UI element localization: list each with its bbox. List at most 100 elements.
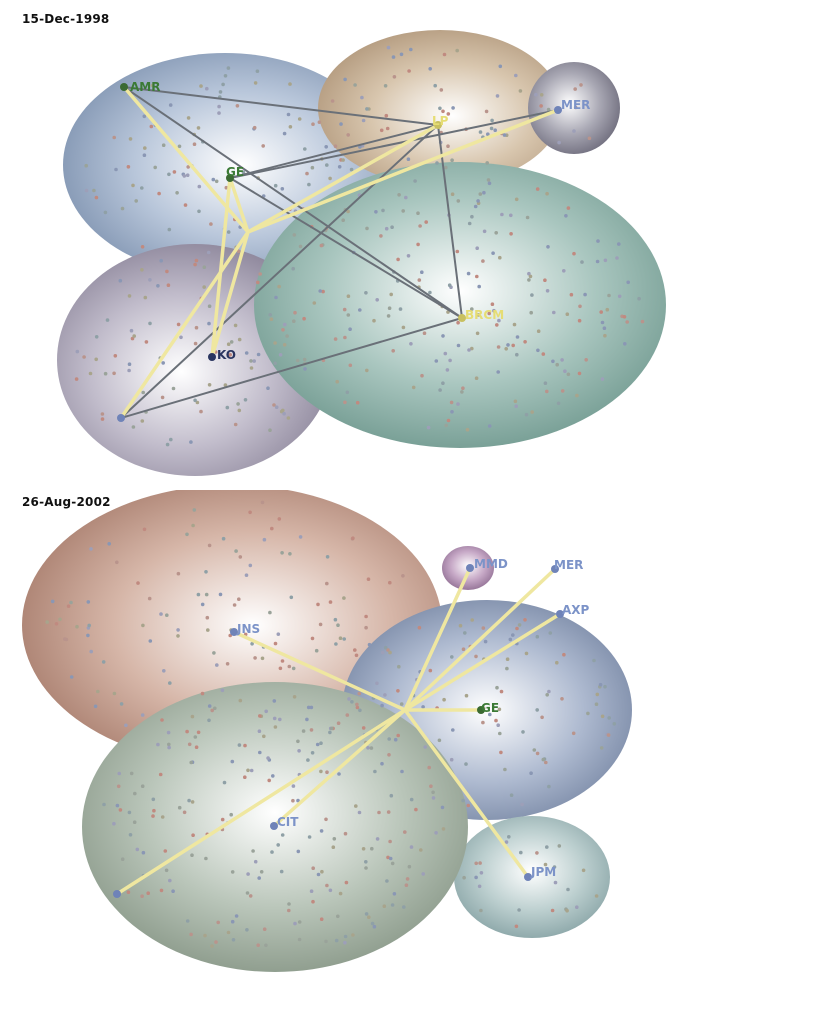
node-dot <box>196 592 201 597</box>
node-dot <box>401 574 405 578</box>
node-dot <box>508 637 513 642</box>
node-dot <box>140 894 144 898</box>
node-dot <box>189 440 193 444</box>
label-jpm: JPM <box>530 865 556 879</box>
node-dot <box>225 662 230 666</box>
node-dot <box>266 386 270 391</box>
node-dot <box>276 632 281 636</box>
node-dot <box>89 547 93 551</box>
node-dot <box>127 368 131 373</box>
node-dot <box>461 647 466 651</box>
node-dot <box>495 685 499 690</box>
node-dot <box>221 82 225 87</box>
node-dot <box>477 284 482 289</box>
node-dot <box>255 280 260 285</box>
node-dot <box>446 418 451 423</box>
node-dot <box>303 367 307 371</box>
node-dot <box>535 708 539 712</box>
node-dot <box>136 581 140 585</box>
node-dot <box>367 915 371 919</box>
node-dot <box>498 731 502 736</box>
node-dot <box>271 774 275 778</box>
node-dot <box>177 144 182 149</box>
node-dot <box>207 704 212 708</box>
node-dot <box>369 746 374 750</box>
panel-date: 26-Aug-2002 <box>22 495 111 509</box>
node-dot <box>244 573 249 577</box>
node-dot <box>492 308 496 313</box>
node-dot <box>391 55 396 59</box>
node-dot <box>335 379 340 384</box>
node-dot <box>444 165 448 170</box>
node-dot <box>135 847 140 852</box>
node-dot <box>406 157 411 161</box>
node-dot <box>528 274 533 279</box>
node-dot <box>203 933 207 938</box>
node-dot <box>383 84 388 88</box>
label-mer: MER <box>554 558 583 572</box>
node-dot <box>401 209 406 213</box>
node-dot <box>282 131 287 136</box>
node-dot <box>637 296 641 301</box>
node-dot <box>176 634 180 638</box>
node-dot <box>69 675 74 679</box>
node-dot <box>112 691 117 696</box>
node-dot <box>172 170 177 174</box>
node-dot <box>625 320 629 324</box>
node-dot <box>399 702 404 706</box>
node-dot <box>297 937 302 942</box>
node-dot <box>185 919 190 923</box>
node-dot <box>218 90 223 94</box>
node-dot <box>423 745 428 749</box>
node-dot <box>536 329 541 334</box>
node-dot <box>487 424 492 428</box>
node-dot <box>75 349 80 354</box>
node-dot <box>230 759 235 764</box>
node-dot <box>446 112 451 116</box>
node-dot <box>372 924 377 929</box>
node-dot <box>517 908 521 912</box>
node-dot <box>397 664 401 669</box>
node-dot <box>132 820 137 824</box>
node-dot <box>124 723 128 728</box>
node-dot <box>148 278 152 282</box>
node-dot <box>364 614 368 619</box>
node-dot <box>560 389 565 393</box>
node-dot <box>545 389 549 394</box>
node-dot <box>166 283 171 288</box>
node-dot <box>445 368 450 372</box>
node-dot <box>194 258 199 263</box>
node-dot <box>233 422 238 427</box>
node-dot <box>159 258 163 263</box>
node-dot <box>342 307 347 312</box>
node-dot <box>226 342 231 347</box>
node-dot <box>354 653 359 658</box>
node-dot <box>515 626 519 631</box>
node-dot <box>297 117 302 121</box>
node-dot <box>441 334 445 338</box>
node-dot <box>142 527 147 532</box>
node-dot <box>166 730 171 735</box>
node-dot <box>92 188 96 193</box>
node-dot <box>344 880 349 885</box>
node-dot <box>355 702 359 707</box>
node-dot <box>213 706 217 711</box>
node-dot <box>253 859 258 864</box>
node-dot <box>444 423 449 428</box>
node-dot <box>391 349 396 353</box>
node-dot <box>372 318 376 323</box>
node-dot <box>273 183 278 188</box>
node-dot <box>607 293 611 298</box>
node-dot <box>426 425 431 430</box>
node-dot <box>143 146 147 150</box>
node-dot <box>449 757 454 762</box>
node-dot <box>387 306 392 311</box>
node-dot <box>463 631 467 635</box>
node-dot <box>191 833 195 837</box>
node-dot <box>581 868 586 873</box>
node-dot <box>380 761 384 766</box>
node-dot <box>282 343 287 347</box>
node-jpm <box>524 873 532 881</box>
node-dot <box>346 313 351 317</box>
node-dot <box>218 592 223 597</box>
